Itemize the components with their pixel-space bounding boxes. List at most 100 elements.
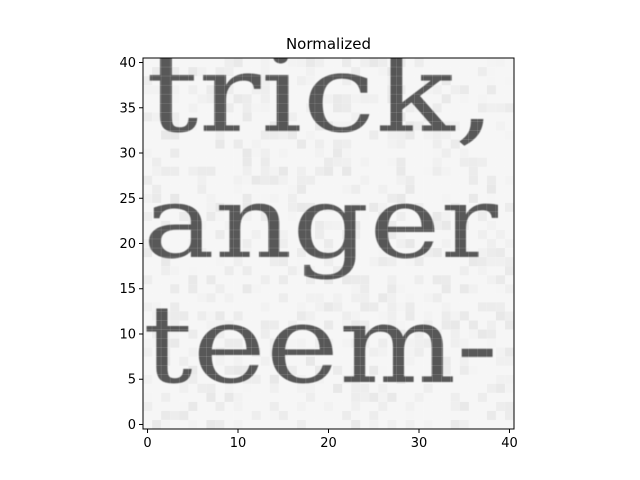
noise-cell <box>215 347 225 357</box>
noise-cell <box>504 374 514 384</box>
noise-cell <box>197 383 207 394</box>
noise-cell <box>143 175 153 185</box>
noise-cell <box>414 275 424 285</box>
noise-cell <box>305 130 316 140</box>
noise-cell <box>477 211 488 222</box>
noise-cell <box>441 347 451 357</box>
noise-cell <box>342 157 352 167</box>
x-axis: 0 10 20 30 40 <box>143 429 518 451</box>
noise-cell <box>423 320 433 330</box>
noise-cell <box>423 248 433 258</box>
noise-cell <box>251 284 261 294</box>
noise-cell <box>387 311 397 321</box>
noise-cell <box>296 220 307 231</box>
noise-cell <box>296 266 307 276</box>
noise-cell <box>278 410 288 421</box>
noise-cell <box>405 410 415 421</box>
noise-cell <box>378 211 388 222</box>
noise-cell <box>206 275 216 285</box>
noise-cell <box>242 248 252 258</box>
noise-cell <box>486 76 497 86</box>
noise-cell <box>414 103 424 113</box>
noise-cell <box>342 94 352 104</box>
noise-cell <box>152 193 162 203</box>
noise-cell <box>188 374 198 384</box>
noise-cell <box>233 311 243 321</box>
noise-cell <box>224 383 234 394</box>
noise-cell <box>233 58 243 68</box>
noise-cell <box>414 329 424 339</box>
y-tick-label: 25 <box>119 192 136 207</box>
noise-cell <box>215 85 225 95</box>
noise-cell <box>387 329 397 339</box>
noise-cell <box>143 338 153 348</box>
noise-cell <box>486 248 497 258</box>
noise-cell <box>296 58 307 68</box>
noise-cell <box>414 266 424 276</box>
noise-cell <box>387 293 397 303</box>
noise-cell <box>260 121 270 131</box>
noise-cell <box>323 238 334 249</box>
noise-cell <box>360 392 370 403</box>
noise-cell <box>197 184 207 194</box>
noise-cell <box>323 257 334 267</box>
noise-cell <box>432 166 442 176</box>
noise-cell <box>188 85 198 95</box>
noise-cell <box>387 157 397 167</box>
noise-cell <box>405 356 415 366</box>
noise-cell <box>342 121 352 131</box>
noise-cell <box>495 347 506 357</box>
noise-cell <box>351 365 361 375</box>
noise-cell <box>233 392 243 403</box>
noise-cell <box>143 275 153 285</box>
noise-cell <box>170 229 180 240</box>
noise-cell <box>369 58 379 68</box>
noise-cell <box>143 392 153 403</box>
noise-cell <box>188 284 198 294</box>
noise-cell <box>342 374 352 384</box>
noise-cell <box>405 338 415 348</box>
noise-cell <box>459 401 469 412</box>
noise-cell <box>360 175 370 185</box>
noise-cell <box>468 329 479 339</box>
noise-cell <box>360 302 370 312</box>
noise-cell <box>269 347 279 357</box>
noise-cell <box>170 284 180 294</box>
noise-cell <box>224 202 234 213</box>
noise-cell <box>314 374 325 384</box>
noise-cell <box>278 238 288 249</box>
noise-cell <box>161 58 171 68</box>
noise-cell <box>287 193 298 203</box>
noise-cell <box>161 347 171 357</box>
noise-cell <box>260 157 270 167</box>
noise-cell <box>251 374 261 384</box>
noise-cell <box>323 275 334 285</box>
noise-cell <box>242 157 252 167</box>
noise-cell <box>459 410 469 421</box>
noise-cell <box>477 229 488 240</box>
noise-cell <box>396 329 406 339</box>
noise-cell <box>215 76 225 86</box>
noise-cell <box>215 338 225 348</box>
noise-cell <box>396 130 406 140</box>
noise-cell <box>414 257 424 267</box>
noise-cell <box>206 229 216 240</box>
noise-cell <box>287 130 298 140</box>
noise-cell <box>296 374 307 384</box>
noise-cell <box>360 383 370 394</box>
noise-cell <box>441 302 451 312</box>
noise-cell <box>305 248 316 258</box>
noise-cell <box>251 229 261 240</box>
noise-cell <box>369 392 379 403</box>
noise-cell <box>378 401 388 412</box>
noise-cell <box>305 293 316 303</box>
noise-cell <box>242 284 252 294</box>
noise-cell <box>468 175 479 185</box>
noise-cell <box>396 320 406 330</box>
noise-cell <box>269 166 279 176</box>
noise-cell <box>342 229 352 240</box>
noise-cell <box>215 211 225 222</box>
noise-cell <box>477 329 488 339</box>
noise-cell <box>323 401 334 412</box>
noise-cell <box>369 419 379 429</box>
